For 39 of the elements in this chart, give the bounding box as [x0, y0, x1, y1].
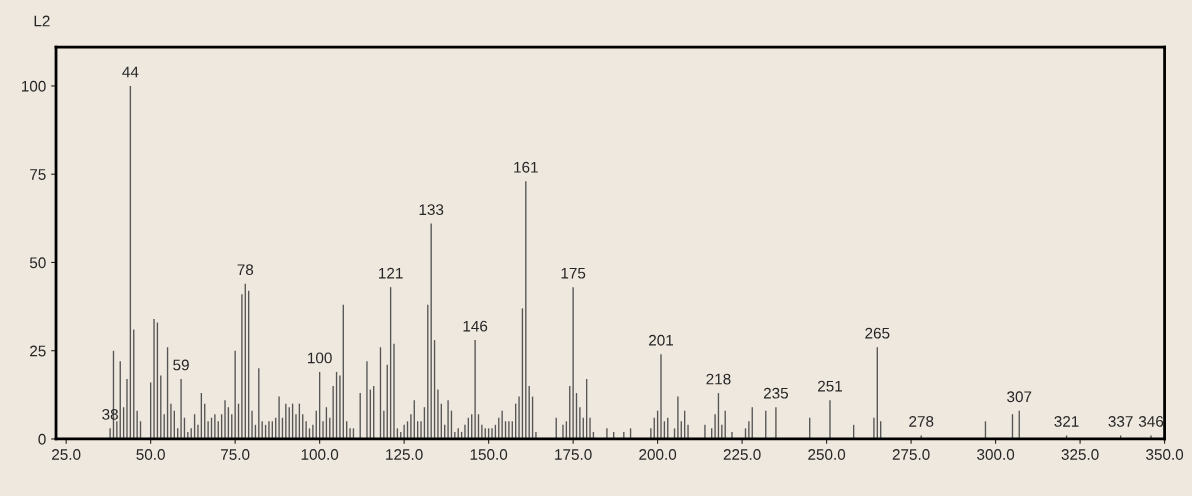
annotation: 44	[122, 66, 139, 78]
annotation: 307	[1007, 391, 1032, 403]
text: L2	[34, 15, 50, 27]
annotation: 100	[308, 352, 332, 364]
y-tick-label: 50	[29, 257, 46, 269]
y-tick-label: 75	[30, 169, 46, 180]
annotation: 321	[1054, 416, 1079, 427]
x-tick-label: 325.0	[1061, 449, 1099, 460]
annotation: 59	[173, 359, 189, 371]
annotation: 201	[649, 334, 673, 346]
annotation: 278	[909, 416, 934, 427]
x-tick-label: 225.0	[723, 449, 761, 460]
annotation: 161	[514, 161, 538, 173]
x-tick-label: 250.0	[808, 449, 846, 460]
annotation: 235	[763, 387, 789, 399]
x-tick-label: 150.0	[470, 449, 508, 460]
annotation: 175	[561, 267, 586, 279]
x-tick-label: 100.0	[301, 449, 339, 460]
annotation: 133	[419, 204, 444, 216]
annotation: 146	[463, 320, 488, 332]
annotation: 337	[1108, 416, 1133, 427]
annotation: 265	[865, 327, 890, 339]
x-tick-label: 25.0	[52, 449, 81, 460]
x-tick-label: 300.0	[977, 449, 1015, 460]
annotation: 251	[818, 380, 842, 392]
x-tick-label: 125.0	[386, 449, 423, 460]
x-tick-label: 175.0	[555, 449, 592, 460]
y-tick-label: 0	[38, 433, 46, 445]
x-tick-label: 275.0	[892, 449, 930, 460]
x-tick-label: 50.0	[136, 449, 165, 460]
y-tick-label: 100	[21, 80, 46, 92]
y-tick-label: 25	[30, 345, 46, 357]
annotation: 121	[379, 267, 403, 279]
annotation: 218	[706, 373, 731, 385]
x-tick-label: 75.0	[221, 449, 250, 460]
annotation: 78	[237, 264, 254, 276]
x-tick-label: 200.0	[639, 449, 677, 460]
annotation: 346	[1138, 416, 1164, 427]
x-tick-label: 350.0	[1146, 449, 1184, 460]
